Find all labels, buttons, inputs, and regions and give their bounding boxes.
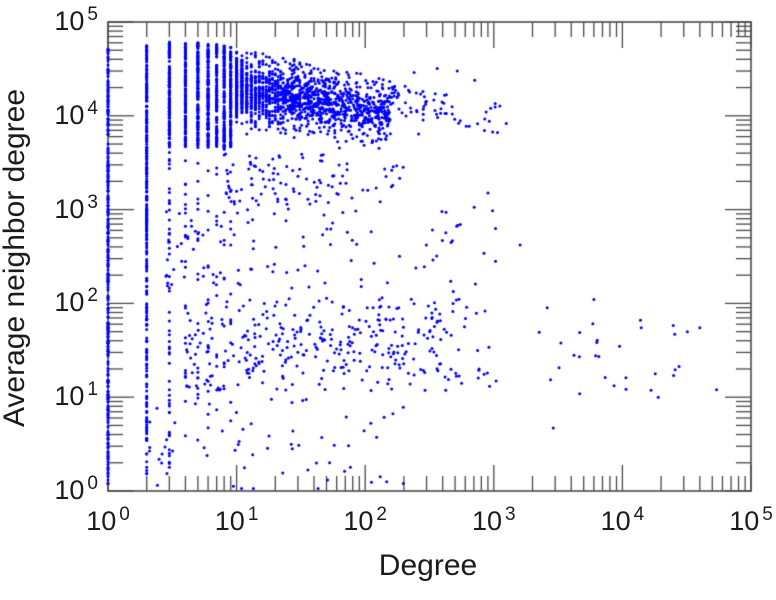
x-axis-title: Degree [378,549,478,582]
x-tick-label: 10 5 [729,504,773,536]
y-tick-label: 10 3 [54,191,98,224]
x-tick-label: 10 2 [343,504,387,536]
y-tick-label: 10 5 [54,4,98,36]
y-tick-label: 10 1 [54,379,98,412]
y-tick-label: 10 2 [54,285,98,318]
y-tick-label: 10 4 [54,97,98,130]
x-tick-label: 10 3 [471,504,516,536]
x-tick-label: 10 4 [600,504,645,536]
y-tick-label: 10 0 [54,473,98,505]
x-tick-label: 10 0 [86,504,130,536]
x-tick-label: 10 1 [214,504,259,536]
